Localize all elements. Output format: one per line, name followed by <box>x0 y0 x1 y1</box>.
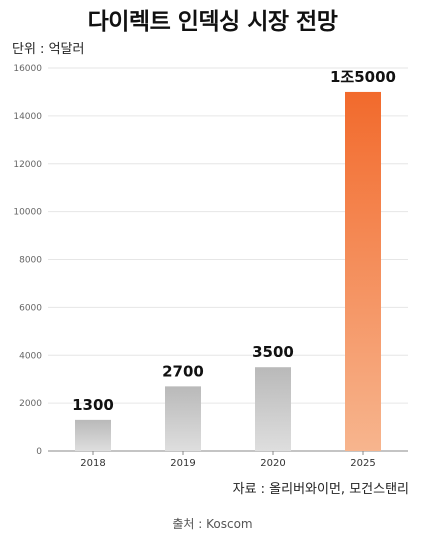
y-tick-label: 16000 <box>13 64 42 74</box>
data-label-2025: 1조5000 <box>330 68 396 86</box>
data-label-2020: 3500 <box>252 343 294 361</box>
x-tick-label: 2020 <box>260 458 285 469</box>
bar-2025 <box>345 91 381 451</box>
x-tick-label: 2018 <box>80 458 105 469</box>
unit-label: 단위 : 억달러 <box>12 42 85 57</box>
y-tick-label: 14000 <box>13 112 42 122</box>
source-note: 자료 : 올리버와이먼, 모건스탠리 <box>232 482 409 497</box>
x-tick-label: 2019 <box>170 458 195 469</box>
y-tick-label: 6000 <box>19 303 42 313</box>
bar-2019 <box>165 386 201 451</box>
bar-chart: 0 2000 4000 6000 8000 10000 12000 14000 16000 201… <box>13 64 408 469</box>
y-tick-label: 10000 <box>13 208 42 218</box>
data-label-2018: 1300 <box>72 396 114 414</box>
y-tick-label: 8000 <box>19 256 42 266</box>
data-label-2019: 2700 <box>162 362 204 380</box>
y-tick-label: 0 <box>36 447 42 457</box>
y-tick-label: 12000 <box>13 160 42 170</box>
x-tick-label: 2025 <box>350 458 375 469</box>
chart-title: 다이렉트 인덱싱 시장 전망 <box>87 9 338 35</box>
y-tick-label: 2000 <box>19 399 42 409</box>
bar-2020 <box>255 367 291 451</box>
image-credit: 출처 : Koscom <box>172 517 253 531</box>
y-tick-label: 4000 <box>19 351 42 361</box>
bar-2018 <box>75 419 111 451</box>
